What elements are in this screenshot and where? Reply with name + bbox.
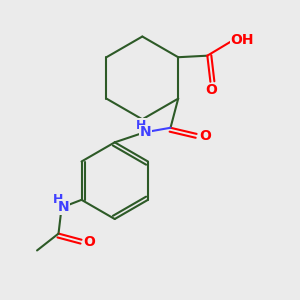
Text: N: N xyxy=(140,125,152,140)
Text: O: O xyxy=(199,129,211,143)
Text: H: H xyxy=(136,118,147,131)
Text: O: O xyxy=(83,235,95,249)
Text: N: N xyxy=(57,200,69,214)
Text: OH: OH xyxy=(230,33,254,47)
Text: O: O xyxy=(205,83,217,97)
Text: H: H xyxy=(53,193,64,206)
